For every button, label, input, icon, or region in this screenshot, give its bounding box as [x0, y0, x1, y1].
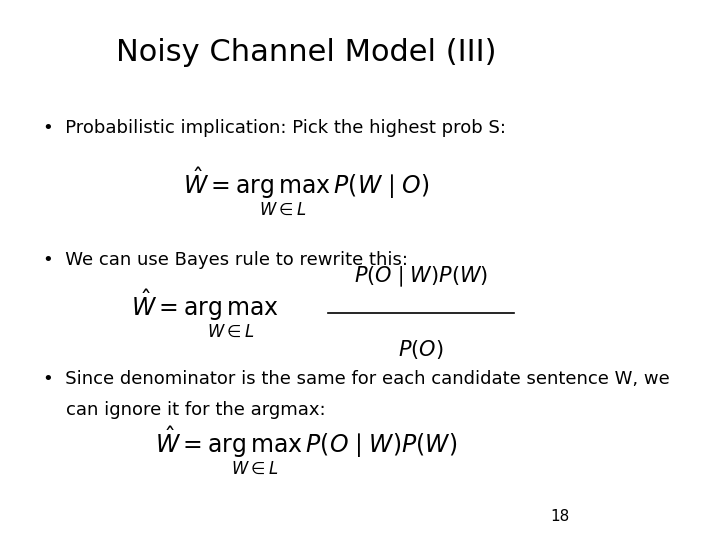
Text: can ignore it for the argmax:: can ignore it for the argmax: [66, 401, 325, 418]
Text: 18: 18 [550, 509, 570, 524]
Text: $P(O \mid W)P(W)$: $P(O \mid W)P(W)$ [354, 265, 488, 289]
Text: $\hat{W} = \underset{W \in L}{\mathrm{arg\,max}}\, P(O \mid W)P(W)$: $\hat{W} = \underset{W \in L}{\mathrm{ar… [155, 424, 457, 477]
Text: $\hat{W} = \underset{W \in L}{\mathrm{arg\,max}}\, P(W \mid O)$: $\hat{W} = \underset{W \in L}{\mathrm{ar… [183, 165, 429, 218]
Text: $P(O)$: $P(O)$ [398, 338, 444, 361]
Text: •  Probabilistic implication: Pick the highest prob S:: • Probabilistic implication: Pick the hi… [43, 119, 506, 137]
Text: •  Since denominator is the same for each candidate sentence W, we: • Since denominator is the same for each… [43, 370, 670, 388]
Text: •  We can use Bayes rule to rewrite this:: • We can use Bayes rule to rewrite this: [43, 251, 408, 269]
Text: $\hat{W} = \underset{W \in L}{\mathrm{arg\,max}}$: $\hat{W} = \underset{W \in L}{\mathrm{ar… [131, 287, 279, 340]
Text: Noisy Channel Model (III): Noisy Channel Model (III) [116, 38, 496, 67]
